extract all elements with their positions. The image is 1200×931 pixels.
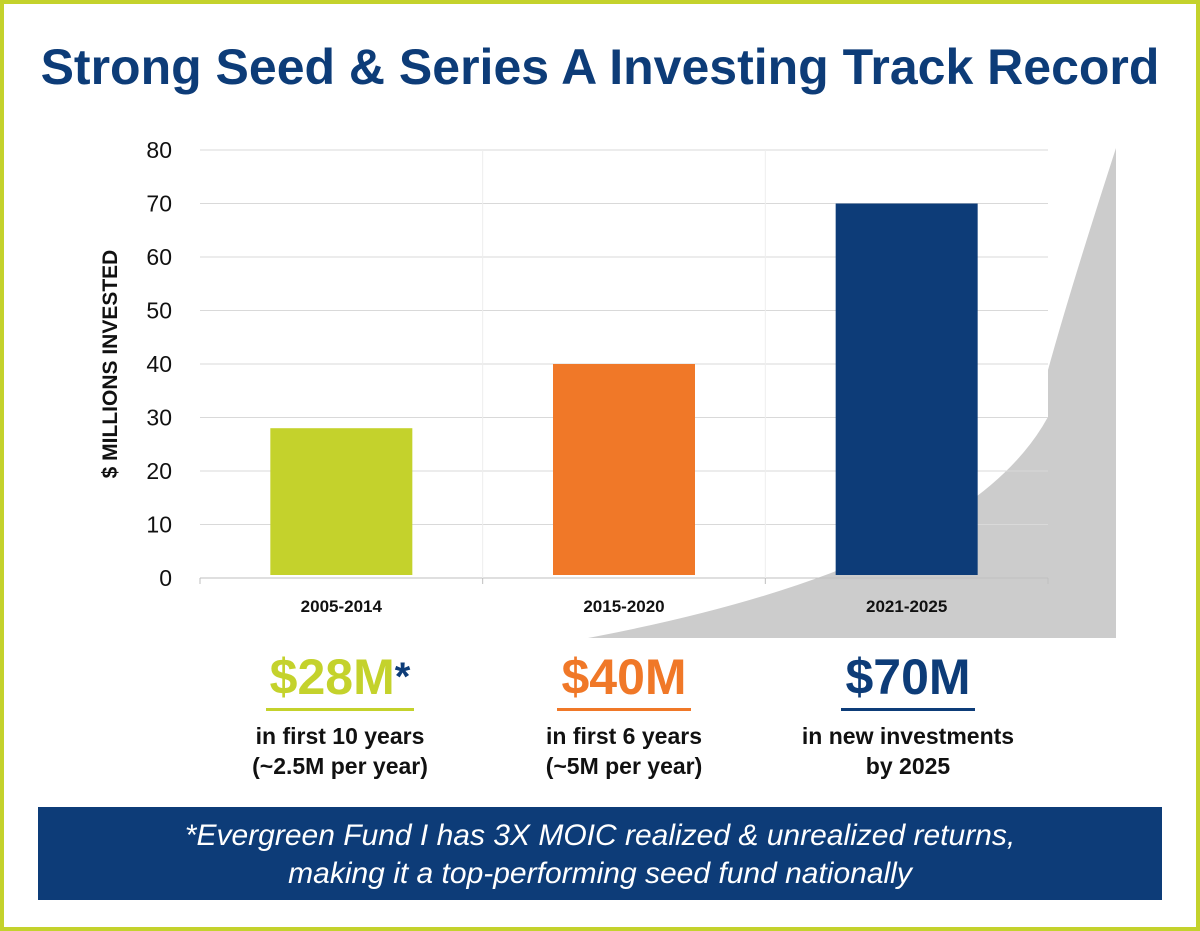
y-tick-label-3: 30	[146, 405, 172, 431]
summary-2: $40M in first 6 years (~5M per year)	[494, 648, 754, 781]
summary-2-line1: in first 6 years	[546, 723, 702, 749]
footnote-line2: making it a top-performing seed fund nat…	[288, 857, 912, 890]
summary-1-line1: in first 10 years	[255, 723, 425, 749]
summary-3-amount: $70M	[841, 648, 975, 711]
y-tick-label-0: 0	[159, 565, 172, 591]
summary-3: $70M in new investments by 2025	[778, 648, 1038, 781]
bar-2021-2025	[835, 203, 978, 575]
y-tick-label-4: 40	[146, 351, 172, 377]
x-tick-label-0: 2005-2014	[301, 597, 383, 616]
page-title: Strong Seed & Series A Investing Track R…	[40, 39, 1160, 95]
growth-swoosh-shape	[588, 148, 1116, 638]
summary-2-amount: $40M	[557, 648, 691, 711]
y-tick-label-6: 60	[146, 244, 172, 270]
y-axis-title: $ MILLIONS INVESTED	[99, 250, 122, 479]
summary-3-line1: in new investments	[801, 723, 1015, 749]
y-tick-label-2: 20	[146, 458, 172, 484]
y-tick-label-1: 10	[146, 512, 172, 538]
x-tick-label-1: 2015-2020	[583, 597, 664, 616]
summary-2-line2: (~5M per year)	[545, 753, 703, 779]
footnote-line1: *Evergreen Fund I has 3X MOIC realized &…	[184, 819, 1016, 852]
summary-3-line2: by 2025	[865, 753, 951, 779]
x-tick-label-2: 2021-2025	[866, 597, 947, 616]
y-tick-label-5: 50	[146, 298, 172, 324]
y-tick-label-8: 80	[146, 137, 172, 163]
bar-2015-2020	[553, 364, 695, 575]
summary-1-line2: (~2.5M per year)	[252, 753, 428, 779]
y-tick-label-7: 70	[146, 191, 172, 217]
summary-1-amount: $28M*	[265, 648, 415, 711]
footnote-banner: *Evergreen Fund I has 3X MOIC realized &…	[38, 807, 1162, 900]
bar-2005-2014	[270, 428, 413, 575]
summary-1-asterisk: *	[394, 655, 411, 699]
summary-1: $28M* in first 10 years (~2.5M per year)	[210, 648, 470, 781]
